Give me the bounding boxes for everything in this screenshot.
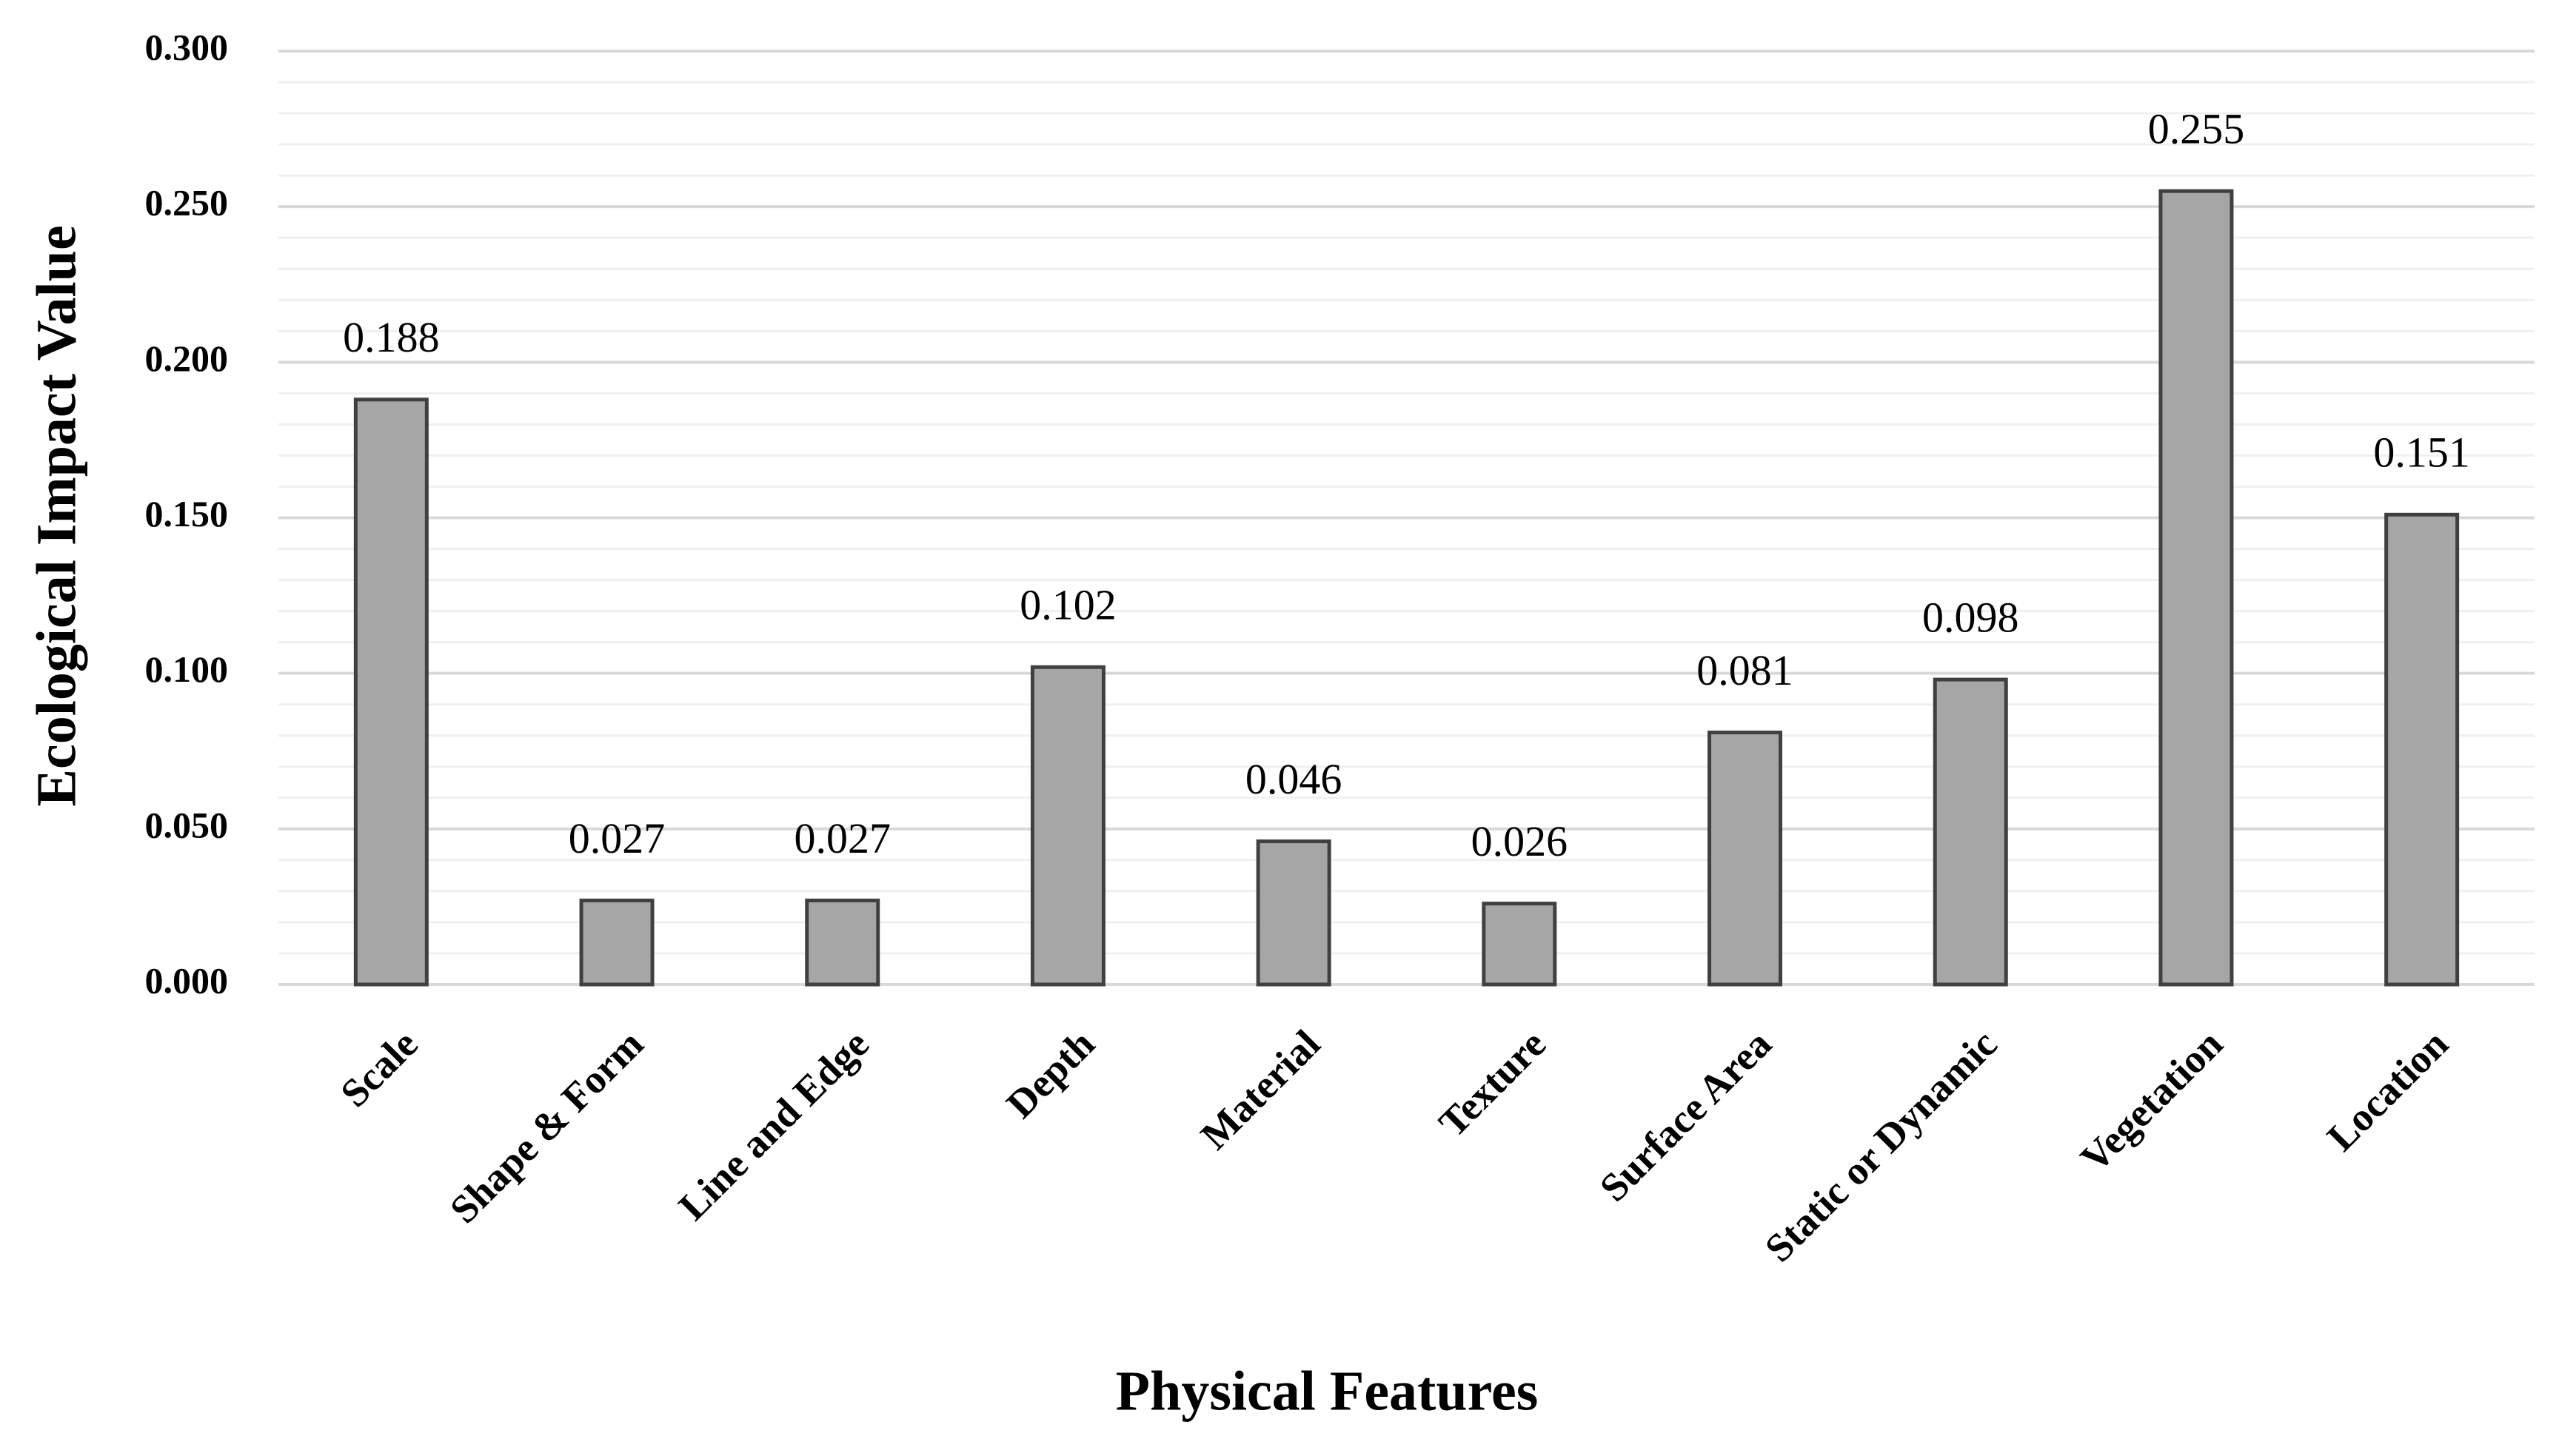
bar [1707, 731, 1783, 987]
y-tick-label: 0.000 [145, 959, 229, 1001]
y-axis-title: Ecological Impact Value [25, 225, 87, 806]
bar [1482, 902, 1557, 987]
value-label: 0.151 [2373, 429, 2470, 477]
value-label: 0.046 [1245, 755, 1342, 803]
y-tick-label: 0.200 [145, 338, 229, 379]
bar [1933, 677, 2008, 987]
x-axis-title: Physical Features [1116, 1360, 1539, 1422]
value-label: 0.026 [1471, 817, 1568, 865]
bar [2158, 189, 2234, 987]
x-tick-label: Material [1192, 1021, 1328, 1158]
value-label: 0.027 [795, 814, 892, 862]
value-label: 0.027 [569, 814, 666, 862]
x-tick-label: Vegetation [2072, 1021, 2231, 1181]
value-label: 0.081 [1696, 646, 1793, 694]
value-label: 0.102 [1020, 581, 1117, 629]
x-tick-label: Line and Edge [670, 1021, 877, 1229]
bar [579, 899, 655, 987]
y-tick-label: 0.150 [145, 493, 229, 534]
bar [353, 397, 429, 987]
value-label: 0.098 [1922, 593, 2019, 641]
x-tick-label: Shape & Form [441, 1021, 652, 1232]
value-label: 0.255 [2148, 104, 2245, 152]
bar [1256, 839, 1331, 987]
x-tick-label: Static or Dynamic [1756, 1021, 2006, 1271]
x-tick-label: Scale [332, 1021, 426, 1116]
value-label: 0.188 [343, 313, 440, 361]
y-tick-label: 0.050 [145, 804, 229, 845]
y-tick-label: 0.100 [145, 648, 229, 690]
bar [1030, 665, 1105, 987]
bar [2384, 512, 2460, 987]
x-tick-label: Texture [1431, 1021, 1555, 1146]
y-tick-label: 0.300 [145, 26, 229, 67]
bar [805, 899, 880, 987]
x-tick-label: Depth [998, 1021, 1103, 1127]
x-tick-label: Surface Area [1591, 1021, 1780, 1210]
y-tick-label: 0.250 [145, 182, 229, 224]
x-tick-label: Location [2318, 1021, 2457, 1160]
